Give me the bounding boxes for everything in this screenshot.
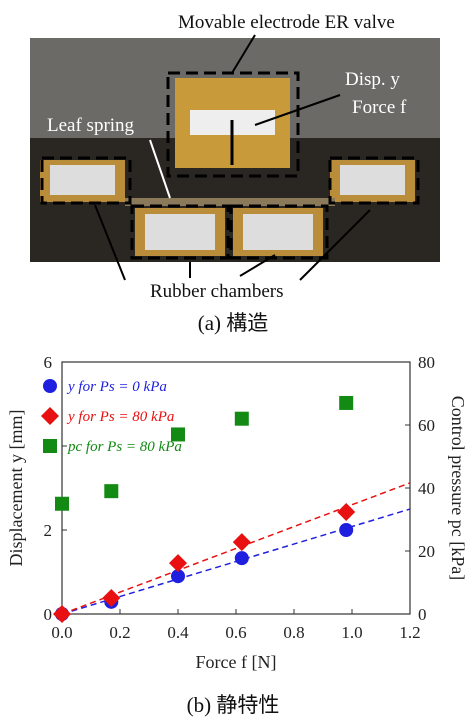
chamber-rubber (340, 165, 405, 195)
photo: Movable electrode ER valve Disp. y Force… (30, 12, 440, 302)
y-tick-label: 6 (44, 353, 53, 372)
x-tick-label: 0.8 (283, 623, 304, 642)
label: Force f (352, 97, 407, 118)
label: Leaf spring (47, 115, 135, 136)
x-tick-label: 1.0 (341, 623, 362, 642)
label: Movable electrode ER valve (178, 12, 395, 33)
chamber-rubber (243, 214, 313, 250)
x-tick-label: 0.4 (167, 623, 189, 642)
marker (235, 412, 249, 426)
label: Rubber chambers (150, 281, 283, 302)
y2-tick-label: 40 (418, 479, 435, 498)
y2-axis-label: Control pressure pc [kPa] (448, 396, 467, 580)
page: {"figure_a": {"labels": {"valve": "Movab… (0, 0, 467, 722)
label: Disp. y (345, 69, 400, 90)
x-tick-label: 0.0 (51, 623, 72, 642)
marker (235, 551, 249, 565)
legend-marker (43, 379, 57, 393)
x-tick-label: 0.2 (109, 623, 130, 642)
marker (337, 503, 355, 521)
x-axis-label: Force f [N] (196, 652, 277, 672)
marker (53, 605, 71, 623)
legend-label: pc for Ps = 80 kPa (67, 439, 182, 455)
legend-label: y for Ps = 80 kPa (66, 409, 174, 425)
marker (55, 497, 69, 511)
caption: (a) 構造 (198, 311, 269, 335)
y-axis-label: Displacement y [mm] (6, 410, 26, 567)
chamber-rubber (50, 165, 115, 195)
x-tick-label: 1.2 (399, 623, 420, 642)
marker (169, 554, 187, 572)
legend-marker (41, 407, 59, 425)
y2-tick-label: 20 (418, 542, 435, 561)
x-tick-label: 0.6 (225, 623, 246, 642)
y2-tick-label: 60 (418, 416, 435, 435)
figure: Movable electrode ER valve Disp. y Force… (0, 0, 467, 722)
marker (339, 396, 353, 410)
marker (104, 484, 118, 498)
y-tick-label: 0 (44, 605, 53, 624)
legend-marker (43, 439, 57, 453)
legend-label: y for Ps = 0 kPa (66, 379, 167, 395)
marker (339, 523, 353, 537)
y2-tick-label: 80 (418, 353, 435, 372)
caption: (b) 静特性 (187, 693, 280, 717)
chamber-rubber (145, 214, 215, 250)
y2-tick-label: 0 (418, 605, 427, 624)
y-tick-label: 2 (44, 521, 53, 540)
